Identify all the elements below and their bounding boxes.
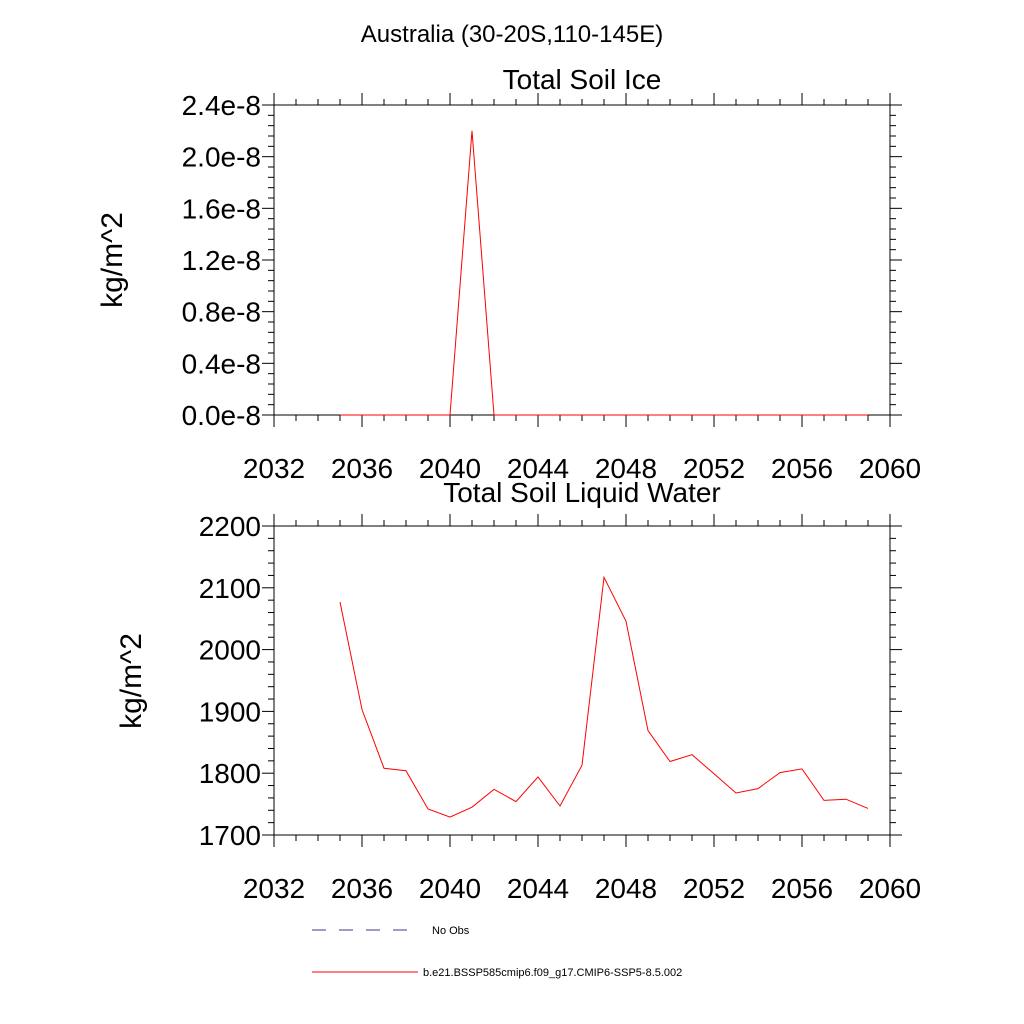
soil-ice-x-tick-label: 2040 bbox=[419, 453, 481, 484]
soil-ice-series bbox=[340, 130, 868, 416]
soil-ice-y-tick-label: 0.8e-8 bbox=[182, 297, 261, 328]
soil-liquid-water-x-tick-label: 2044 bbox=[507, 873, 569, 904]
soil-liquid-water-y-tick-label: 1900 bbox=[199, 696, 261, 727]
soil-ice-title: Total Soil Ice bbox=[503, 64, 662, 95]
soil-liquid-water-x-tick-label: 2056 bbox=[771, 873, 833, 904]
legend: No Obs b.e21.BSSP585cmip6.f09_g17.CMIP6-… bbox=[312, 925, 682, 979]
soil-ice-y-tick-label: 1.2e-8 bbox=[182, 245, 261, 276]
soil-ice-x-tick-label: 2056 bbox=[771, 453, 833, 484]
soil-liquid-water-y-tick-label: 2200 bbox=[199, 511, 261, 542]
soil-ice-x-tick-label: 2060 bbox=[859, 453, 921, 484]
soil-liquid-water-x-tick-label: 2032 bbox=[243, 873, 305, 904]
soil-liquid-water-panel: Total Soil Liquid Water kg/m^2 2032 2036 2… bbox=[115, 477, 921, 904]
soil-liquid-water-x-tick-label: 2052 bbox=[683, 873, 745, 904]
soil-ice-y-tick-label: 0.4e-8 bbox=[182, 348, 261, 379]
legend-obs-label: No Obs bbox=[432, 925, 470, 937]
legend-model-label: b.e21.BSSP585cmip6.f09_g17.CMIP6-SSP5-8.… bbox=[423, 967, 682, 979]
soil-liquid-water-y-tick-label: 2000 bbox=[199, 635, 261, 666]
soil-ice-axes: 2032 2036 2040 2044 2048 2052 2056 2060 0.0e-8 0.… bbox=[182, 90, 922, 484]
figure-title: Australia (30-20S,110-145E) bbox=[361, 21, 663, 48]
soil-liquid-water-series-line bbox=[339, 575, 869, 818]
soil-liquid-water-y-tick-label: 2100 bbox=[199, 573, 261, 604]
soil-liquid-water-plot-frame bbox=[273, 525, 891, 836]
soil-ice-plot-frame bbox=[273, 104, 891, 416]
soil-liquid-water-axes: 2032 2036 2040 2044 2048 2052 2056 2060 1700 1800… bbox=[199, 511, 921, 904]
soil-liquid-water-y-tick-label: 1700 bbox=[199, 820, 261, 851]
soil-liquid-water-ylabel: kg/m^2 bbox=[115, 633, 148, 729]
soil-ice-series-line bbox=[340, 130, 868, 416]
soil-liquid-water-title: Total Soil Liquid Water bbox=[443, 477, 721, 508]
soil-liquid-water-x-tick-label: 2036 bbox=[331, 873, 393, 904]
soil-liquid-water-x-tick-label: 2060 bbox=[859, 873, 921, 904]
soil-ice-x-tick-label: 2036 bbox=[331, 453, 393, 484]
soil-ice-ylabel: kg/m^2 bbox=[96, 212, 129, 308]
soil-ice-x-tick-label: 2032 bbox=[243, 453, 305, 484]
soil-liquid-water-x-tick-label: 2048 bbox=[595, 873, 657, 904]
soil-ice-panel: Total Soil Ice kg/m^2 2032 2036 2040 2044 20… bbox=[96, 64, 921, 484]
soil-ice-y-tick-label: 1.6e-8 bbox=[182, 193, 261, 224]
soil-ice-x-tick-label: 2044 bbox=[507, 453, 569, 484]
soil-ice-y-tick-label: 0.0e-8 bbox=[182, 400, 261, 431]
soil-liquid-water-series bbox=[339, 575, 869, 818]
soil-ice-x-tick-label: 2052 bbox=[683, 453, 745, 484]
soil-liquid-water-x-tick-label: 2040 bbox=[419, 873, 481, 904]
soil-ice-y-tick-label: 2.4e-8 bbox=[182, 90, 261, 121]
soil-ice-y-tick-label: 2.0e-8 bbox=[182, 142, 261, 173]
soil-liquid-water-y-tick-label: 1800 bbox=[199, 758, 261, 789]
soil-ice-x-tick-label: 2048 bbox=[595, 453, 657, 484]
